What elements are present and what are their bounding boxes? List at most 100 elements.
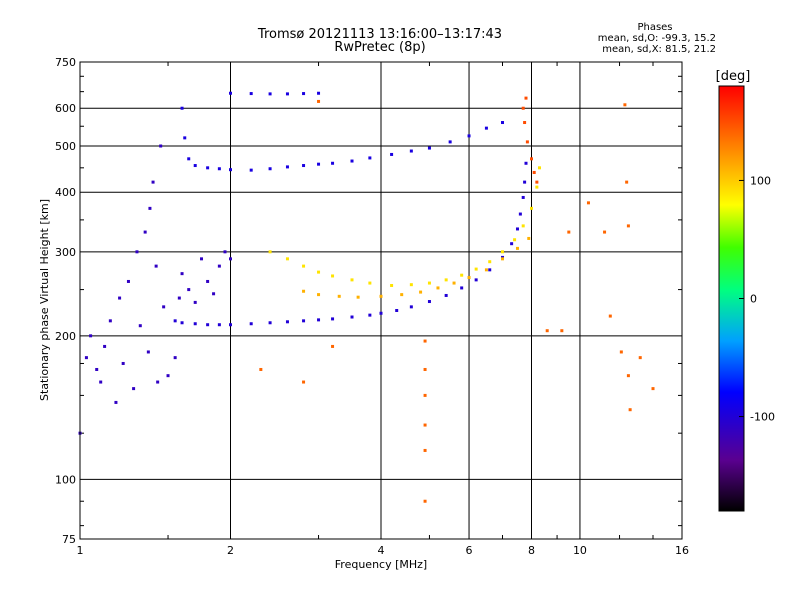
- data-point: [206, 279, 210, 283]
- data-point: [379, 294, 383, 298]
- data-point: [187, 157, 191, 161]
- data-point: [423, 393, 427, 397]
- data-point: [518, 212, 522, 216]
- data-point: [484, 126, 488, 130]
- data-point: [268, 167, 272, 171]
- y-tick-label: 500: [55, 140, 76, 153]
- data-point: [638, 356, 642, 360]
- data-point: [400, 293, 404, 297]
- data-point: [135, 250, 139, 254]
- data-point: [390, 152, 394, 156]
- data-point: [285, 257, 289, 261]
- data-point: [173, 356, 177, 360]
- data-point: [356, 295, 360, 299]
- data-point: [603, 230, 607, 234]
- data-point: [626, 374, 630, 378]
- data-point: [108, 319, 112, 323]
- data-point: [395, 308, 399, 312]
- data-point: [586, 201, 590, 205]
- data-point: [448, 140, 452, 144]
- data-point: [484, 268, 488, 272]
- data-point: [193, 322, 197, 326]
- data-point: [423, 339, 427, 343]
- data-point: [229, 168, 232, 172]
- data-point: [535, 185, 539, 189]
- data-point: [302, 319, 306, 323]
- data-point: [530, 157, 533, 161]
- data-point: [501, 257, 505, 261]
- data-point: [623, 103, 627, 107]
- data-point: [535, 180, 539, 184]
- data-point: [467, 134, 471, 138]
- data-point: [229, 323, 232, 327]
- data-point: [460, 286, 464, 290]
- y-tick-label: 600: [55, 102, 76, 115]
- y-tick-labels: 75 100 200 300 400 500 600 750: [55, 56, 76, 546]
- data-point: [162, 305, 166, 309]
- data-point: [206, 323, 210, 327]
- data-point: [501, 121, 505, 125]
- grid-lines: [80, 62, 682, 539]
- data-point: [530, 206, 533, 210]
- data-point: [285, 320, 289, 324]
- y-tick-label: 750: [55, 56, 76, 69]
- data-point: [619, 350, 623, 354]
- data-point: [379, 311, 383, 315]
- data-point: [427, 146, 431, 150]
- data-point: [302, 289, 306, 293]
- x-tick-label: 2: [227, 544, 234, 557]
- data-point: [527, 236, 531, 240]
- data-point: [154, 264, 158, 268]
- data-point: [148, 206, 152, 210]
- x-tick-label: 16: [675, 544, 689, 557]
- data-point: [249, 168, 253, 172]
- data-point: [626, 224, 630, 228]
- data-point: [259, 367, 263, 371]
- colorbar-label: [deg]: [716, 69, 751, 84]
- data-point: [444, 278, 448, 282]
- data-point: [103, 344, 107, 348]
- data-point: [268, 321, 272, 325]
- colorbar-tick-label: -100: [750, 411, 775, 424]
- data-point: [173, 319, 177, 323]
- data-point: [427, 281, 431, 285]
- data-point: [423, 448, 427, 452]
- data-point: [419, 290, 423, 294]
- data-point: [156, 380, 160, 384]
- x-axis-label: Frequency [MHz]: [335, 558, 427, 571]
- colorbar-ticks: 100 0 -100: [739, 174, 775, 424]
- data-point: [523, 121, 527, 125]
- x-tick-label: 8: [528, 544, 535, 557]
- data-point: [217, 323, 221, 327]
- y-tick-label: 300: [55, 246, 76, 259]
- data-point: [474, 267, 478, 271]
- data-points: [78, 91, 655, 503]
- data-point: [409, 283, 413, 287]
- data-point: [229, 257, 232, 261]
- data-point: [302, 164, 306, 168]
- y-tick-label: 75: [62, 533, 76, 546]
- data-point: [249, 322, 253, 326]
- data-point: [525, 140, 529, 144]
- y-tick-label: 200: [55, 330, 76, 343]
- data-point: [95, 367, 99, 371]
- data-point: [474, 278, 478, 282]
- x-tick-label: 1: [77, 544, 84, 557]
- data-point: [331, 161, 335, 165]
- data-point: [390, 283, 394, 287]
- chart-subtitle: RwPretec (8p): [334, 40, 426, 55]
- data-point: [488, 260, 492, 264]
- data-point: [143, 230, 147, 234]
- x-tick-label: 4: [378, 544, 385, 557]
- data-point: [206, 166, 210, 170]
- data-point: [350, 278, 354, 282]
- data-point: [132, 387, 136, 391]
- data-point: [285, 92, 289, 96]
- data-point: [423, 367, 427, 371]
- data-point: [193, 164, 197, 168]
- data-point: [126, 279, 130, 283]
- data-point: [444, 293, 448, 297]
- data-point: [193, 300, 197, 304]
- data-point: [460, 273, 464, 277]
